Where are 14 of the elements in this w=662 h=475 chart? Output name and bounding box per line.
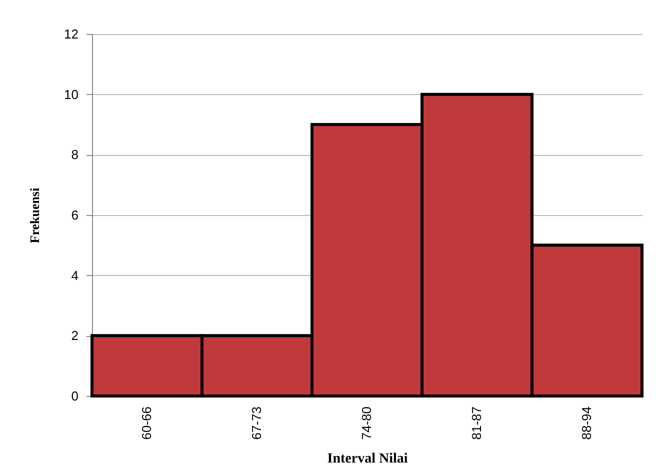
x-tick-label: 81-87 — [469, 406, 484, 440]
x-tick-label: 74-80 — [359, 406, 374, 440]
y-tick-label: 12 — [64, 26, 78, 42]
x-axis-title: Interval Nilai — [327, 452, 408, 467]
y-axis-title: Frekuensi — [27, 187, 42, 244]
y-tick-label: 4 — [71, 268, 78, 283]
y-tick-label: 10 — [64, 86, 78, 102]
y-tick-label: 2 — [71, 328, 78, 344]
y-tick-label: 0 — [71, 388, 78, 404]
x-tick-label: 88-94 — [579, 406, 594, 440]
x-tick-label: 67-73 — [249, 406, 264, 440]
y-tick-label: 8 — [71, 147, 78, 162]
x-tick-label: 60-66 — [139, 406, 154, 440]
y-tick-label: 6 — [71, 208, 78, 222]
